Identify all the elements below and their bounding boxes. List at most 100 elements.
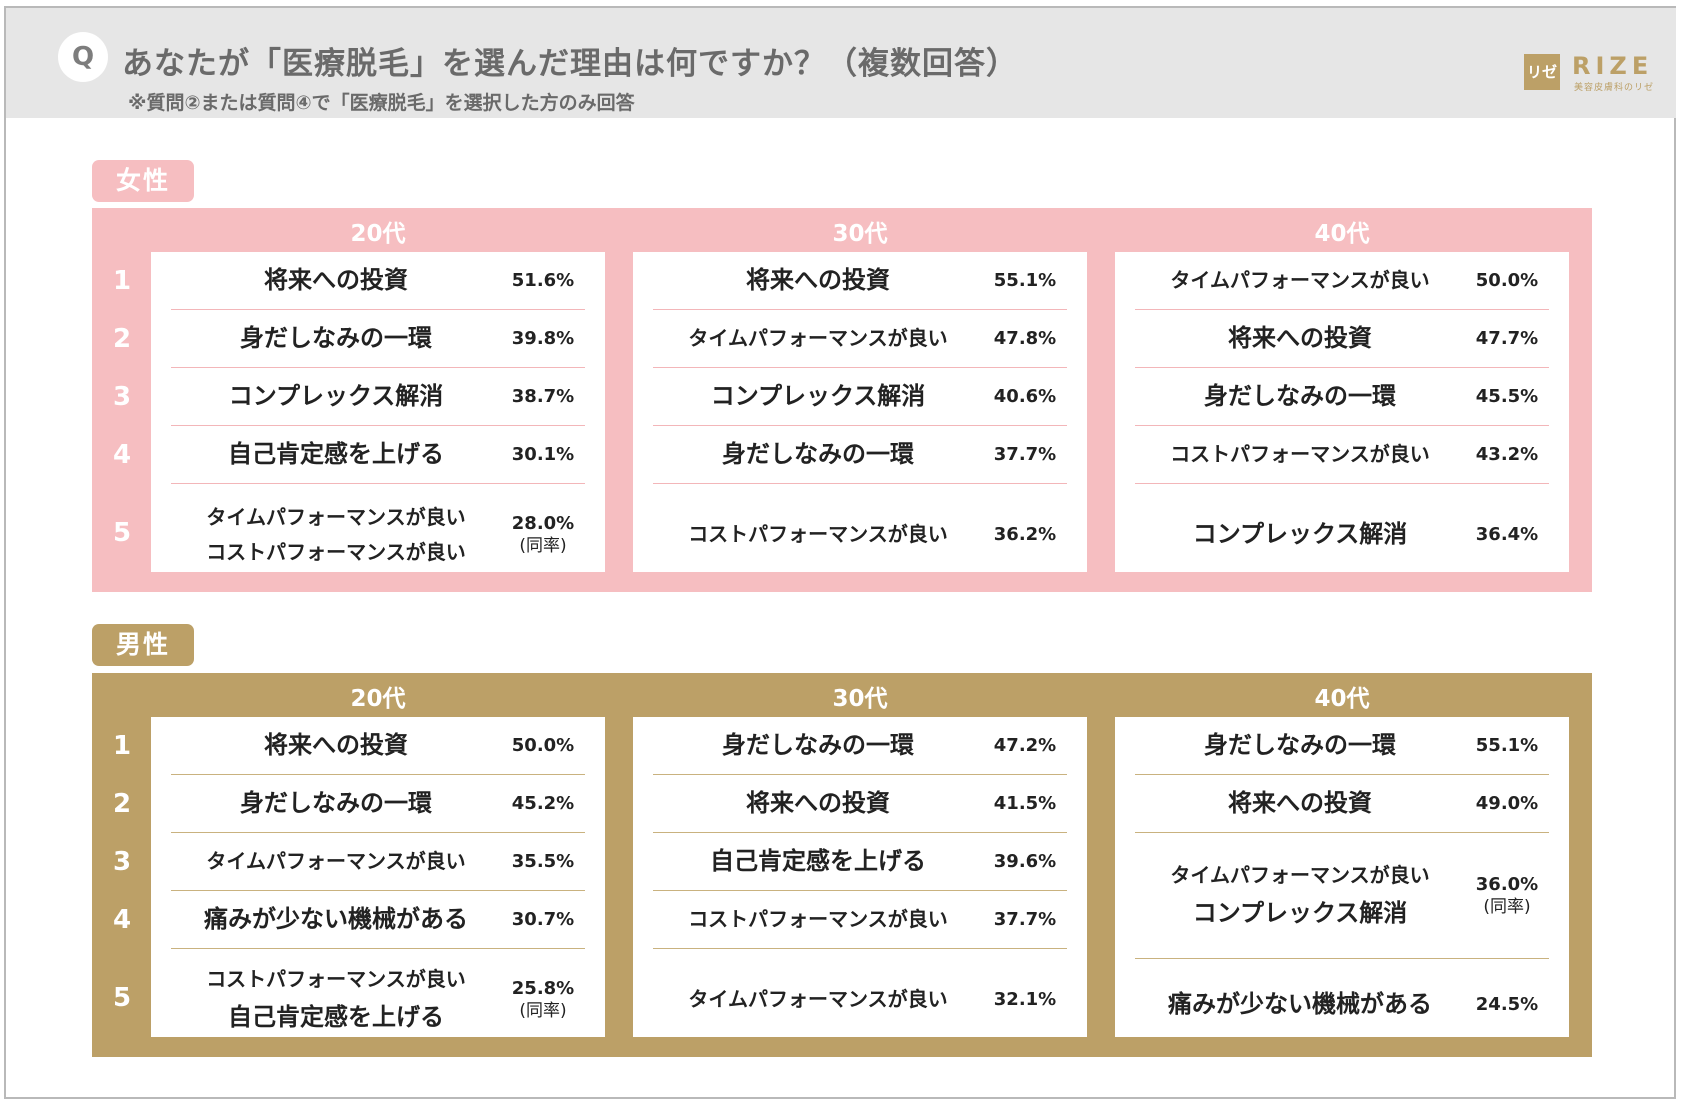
percentage-text: 45.5% — [1475, 385, 1539, 407]
ranking-row: 将来への投資 47.7% — [1135, 310, 1549, 368]
percentage-text: 24.5% — [1475, 993, 1539, 1015]
reason-text: 将来への投資 — [746, 266, 890, 295]
reason-text: 身だしなみの一環 — [1204, 382, 1396, 411]
brand-logo-text: RIZE — [1572, 52, 1654, 80]
reason-text: 将来への投資 — [264, 731, 408, 760]
reason-label: コンプレックス解消 — [653, 368, 983, 425]
percentage-text: 36.4% — [1475, 523, 1539, 545]
percentage-text: 51.6% — [511, 269, 575, 291]
rank-number: 3 — [112, 382, 132, 412]
ranking-row: コストパフォーマンスが良い 自己肯定感を上げる 25.8% (同率) — [171, 949, 585, 1050]
reason-label: コストパフォーマンスが良い — [653, 891, 983, 948]
reason-text: コンプレックス解消 — [710, 382, 926, 411]
reason-text: タイムパフォーマンスが良い — [688, 987, 948, 1011]
ranking-row: コンプレックス解消 38.7% — [171, 368, 585, 426]
percentage-value: 50.0% — [501, 717, 585, 774]
reason-text: 身だしなみの一環 — [722, 731, 914, 760]
ranking-row: コンプレックス解消 40.6% — [653, 368, 1067, 426]
percentage-value: 36.0% (同率) — [1465, 833, 1549, 958]
age-group-label: 30代 — [832, 221, 888, 247]
question-note: ※質問②または質問④で「医療脱毛」を選択した方のみ回答 — [128, 92, 635, 114]
age-group-label: 20代 — [350, 686, 406, 712]
age-group-40代: 40代 身だしなみの一環 55.1% 将来への投資 49.0% タイムパフォーマンスが良い… — [1115, 673, 1569, 1057]
percentage-value: 40.6% — [983, 368, 1067, 425]
reason-text: コストパフォーマンスが良い — [1170, 442, 1430, 466]
male-ranking-panel: 1 2 3 4 5 20代 将来への投資 50.0% 身だしなみの一環 45.2% タイムパフォーマ… — [92, 673, 1592, 1057]
reason-text: コストパフォーマンスが良い — [206, 966, 466, 991]
reason-text: 自己肯定感を上げる — [228, 440, 444, 469]
percentage-value: 55.1% — [983, 252, 1067, 309]
rank-number: 2 — [112, 789, 132, 819]
reason-label: 将来への投資 — [1135, 775, 1465, 832]
percentage-text: 50.0% — [511, 734, 575, 756]
reason-label: 身だしなみの一環 — [1135, 717, 1465, 774]
brand-logo-mark: リゼ — [1524, 54, 1560, 90]
percentage-value: 24.5% — [1465, 959, 1549, 1050]
percentage-text: 25.8% — [511, 977, 575, 999]
ranking-row: 将来への投資 51.6% — [171, 252, 585, 310]
age-group-20代: 20代 将来への投資 51.6% 身だしなみの一環 39.8% コンプレックス解消 38.7… — [151, 208, 605, 592]
percentage-value: 47.8% — [983, 310, 1067, 367]
reason-text: 自己肯定感を上げる — [710, 847, 926, 876]
ranking-row: 将来への投資 49.0% — [1135, 775, 1549, 833]
percentage-value: 39.6% — [983, 833, 1067, 890]
ranking-card: タイムパフォーマンスが良い 50.0% 将来への投資 47.7% 身だしなみの一環 45.… — [1115, 252, 1569, 572]
percentage-value: 49.0% — [1465, 775, 1549, 832]
ranking-row: タイムパフォーマンスが良い 47.8% — [653, 310, 1067, 368]
reason-label: タイムパフォーマンスが良い — [171, 833, 501, 890]
female-ranking-panel: 1 2 3 4 5 20代 将来への投資 51.6% 身だしなみの一環 39.8% コンプレックス解… — [92, 208, 1592, 592]
percentage-value: 38.7% — [501, 368, 585, 425]
ranking-row: 痛みが少ない機械がある 30.7% — [171, 891, 585, 949]
percentage-text: 32.1% — [993, 988, 1057, 1010]
rank-number: 1 — [112, 731, 132, 761]
percentage-text: 28.0% — [511, 512, 575, 534]
age-group-20代: 20代将来への投資 50.0% 身だしなみの一環 45.2% タイムパフォーマンスが良い… — [151, 673, 605, 1057]
reason-text: 身だしなみの一環 — [240, 324, 432, 353]
age-group-label: 30代 — [832, 686, 888, 712]
reason-label: 身だしなみの一環 — [653, 426, 983, 483]
age-group-label: 40代 — [1314, 221, 1370, 247]
percentage-value: 35.5% — [501, 833, 585, 890]
female-section-tag: 女性 — [92, 160, 194, 202]
ranking-row: 身だしなみの一環 37.7% — [653, 426, 1067, 484]
ranking-row: 身だしなみの一環 55.1% — [1135, 717, 1549, 775]
percentage-value: 45.5% — [1465, 368, 1549, 425]
ranking-row: 身だしなみの一環 47.2% — [653, 717, 1067, 775]
reason-label: コストパフォーマンスが良い — [653, 484, 983, 585]
same-rate-note: (同率) — [519, 536, 567, 557]
reason-label: 身だしなみの一環 — [1135, 368, 1465, 425]
percentage-text: 45.2% — [511, 792, 575, 814]
percentage-text: 30.7% — [511, 908, 575, 930]
percentage-value: 30.1% — [501, 426, 585, 483]
percentage-value: 55.1% — [1465, 717, 1549, 774]
ranking-card: 身だしなみの一環 55.1% 将来への投資 49.0% タイムパフォーマンスが良い コンプ… — [1115, 717, 1569, 1037]
reason-label: タイムパフォーマンスが良い コストパフォーマンスが良い — [171, 484, 501, 585]
percentage-value: 45.2% — [501, 775, 585, 832]
reason-label: 身だしなみの一環 — [653, 717, 983, 774]
reason-text: 身だしなみの一環 — [240, 789, 432, 818]
reason-text: 身だしなみの一環 — [722, 440, 914, 469]
rank-number: 1 — [112, 266, 132, 296]
percentage-value: 36.2% — [983, 484, 1067, 585]
reason-label: 痛みが少ない機械がある — [171, 891, 501, 948]
percentage-value: 43.2% — [1465, 426, 1549, 483]
percentage-text: 50.0% — [1475, 269, 1539, 291]
reason-label: コストパフォーマンスが良い — [1135, 426, 1465, 483]
brand-logo-tagline: 美容皮膚科のリゼ — [1574, 83, 1655, 93]
reason-text: 将来への投資 — [1228, 789, 1372, 818]
percentage-value: 47.2% — [983, 717, 1067, 774]
reason-label: コストパフォーマンスが良い 自己肯定感を上げる — [171, 949, 501, 1050]
reason-label: 自己肯定感を上げる — [171, 426, 501, 483]
ranking-row: タイムパフォーマンスが良い 35.5% — [171, 833, 585, 891]
ranking-row: コストパフォーマンスが良い 37.7% — [653, 891, 1067, 949]
percentage-text: 41.5% — [993, 792, 1057, 814]
reason-label: 痛みが少ない機械がある — [1135, 959, 1465, 1050]
age-group-30代: 30代身だしなみの一環 47.2% 将来への投資 41.5% 自己肯定感を上げる 39.6… — [633, 673, 1087, 1057]
ranking-row: 自己肯定感を上げる 39.6% — [653, 833, 1067, 891]
reason-text: 将来への投資 — [746, 789, 890, 818]
percentage-text: 40.6% — [993, 385, 1057, 407]
reason-text: コストパフォーマンスが良い — [688, 522, 948, 546]
percentage-value: 47.7% — [1465, 310, 1549, 367]
percentage-text: 36.2% — [993, 523, 1057, 545]
reason-label: 身だしなみの一環 — [171, 310, 501, 367]
